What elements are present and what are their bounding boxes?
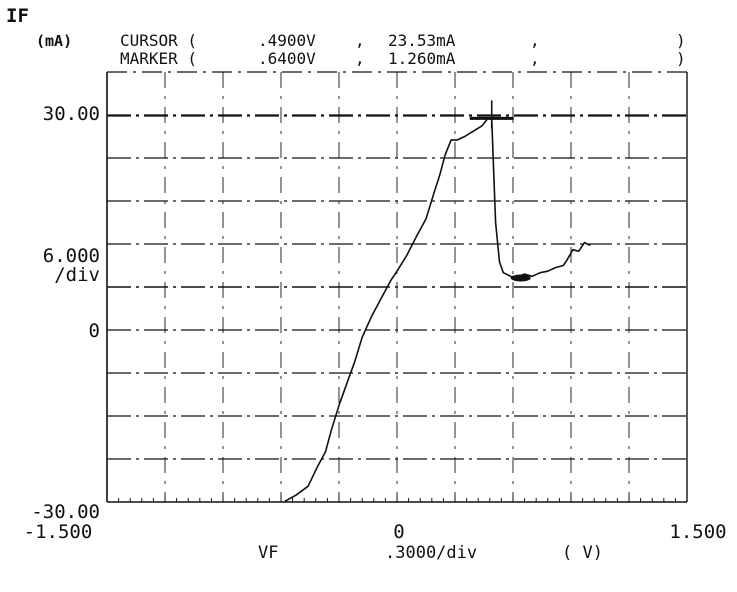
cursor-close-paren: ) — [676, 31, 686, 50]
cursor-x-value: .4900V — [258, 31, 316, 50]
x-axis-scale: .3000/div — [385, 543, 477, 563]
marker-close-paren: ) — [676, 49, 686, 68]
x-tick-left: -1.500 — [24, 521, 93, 543]
x-axis-title: VF — [258, 543, 278, 563]
readout-panel: CURSOR ( .4900V , 23.53mA , ) MARKER ( .… — [120, 31, 686, 68]
marker-separator: , — [355, 49, 365, 68]
y-axis-unit: (mA) — [36, 32, 72, 50]
cursor-marker — [469, 100, 531, 282]
cursor-separator: , — [355, 31, 365, 50]
x-tick-right: 1.500 — [669, 521, 726, 543]
cursor-separator-2: , — [530, 31, 540, 50]
marker-x-value: .6400V — [258, 49, 316, 68]
plot-grid — [106, 71, 688, 503]
y-tick-scale: 6.000 — [43, 245, 100, 267]
marker-separator-2: , — [530, 49, 540, 68]
y-tick-zero: 0 — [89, 320, 100, 342]
cursor-y-value: 23.53mA — [388, 31, 456, 50]
data-trace — [284, 117, 591, 502]
marker-y-value: 1.260mA — [388, 49, 456, 68]
x-axis-unit: ( V) — [562, 543, 603, 563]
x-tick-zero: 0 — [393, 521, 404, 543]
y-axis-title: IF — [6, 5, 29, 27]
y-tick-scale-unit: /div — [54, 264, 100, 286]
y-tick-top: 30.00 — [43, 103, 100, 125]
cursor-label: CURSOR ( — [120, 31, 197, 50]
y-tick-bottom: -30.00 — [31, 501, 100, 523]
marker-point — [510, 274, 531, 282]
marker-label: MARKER ( — [120, 49, 197, 68]
